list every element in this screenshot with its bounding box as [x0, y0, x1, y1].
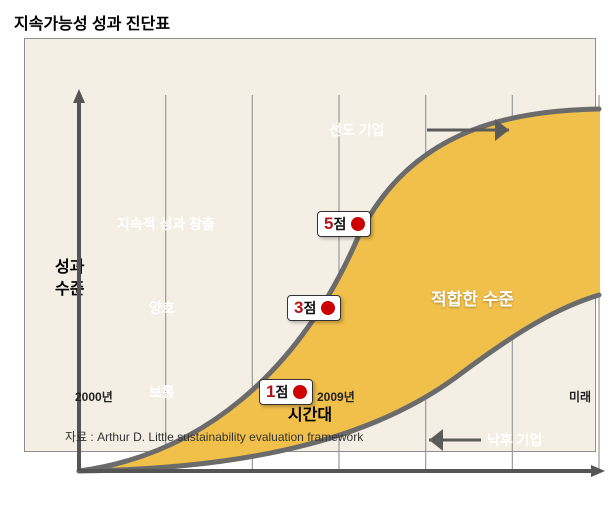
- tag-label: 양호: [149, 300, 175, 316]
- flag-leading-company: 선도 기업: [317, 115, 433, 145]
- tag-good: 양호: [137, 291, 247, 325]
- x-axis-label: 시간대: [25, 401, 595, 425]
- page-title: 지속가능성 성과 진단표: [14, 10, 170, 34]
- score-unit: 점: [303, 300, 316, 316]
- tag-label: 지속적 성과 창출: [117, 216, 215, 232]
- tag-sustained-performance: 지속적 성과 창출: [105, 207, 275, 241]
- score-unit: 점: [275, 384, 288, 400]
- flag-label: 선도 기업: [329, 122, 384, 138]
- flag-label: 낙후 기업: [487, 432, 542, 448]
- score-unit: 점: [333, 216, 346, 232]
- tag-label: 보통: [149, 384, 175, 400]
- flag-lagging-company: 낙후 기업: [475, 425, 591, 455]
- score-badge-3: 3점: [287, 295, 341, 321]
- band-label-appropriate-level: 적합한 수준: [431, 285, 514, 310]
- source-citation: 자료 : Arthur D. Little sustainability eva…: [65, 428, 363, 445]
- figure-root: 지속가능성 성과 진단표 성과 수준 지속적 성과 창출 양호 보통 5점: [0, 0, 609, 508]
- plot-frame: 성과 수준 지속적 성과 창출 양호 보통 5점 3점: [24, 38, 596, 452]
- score-badge-5: 5점: [317, 211, 371, 237]
